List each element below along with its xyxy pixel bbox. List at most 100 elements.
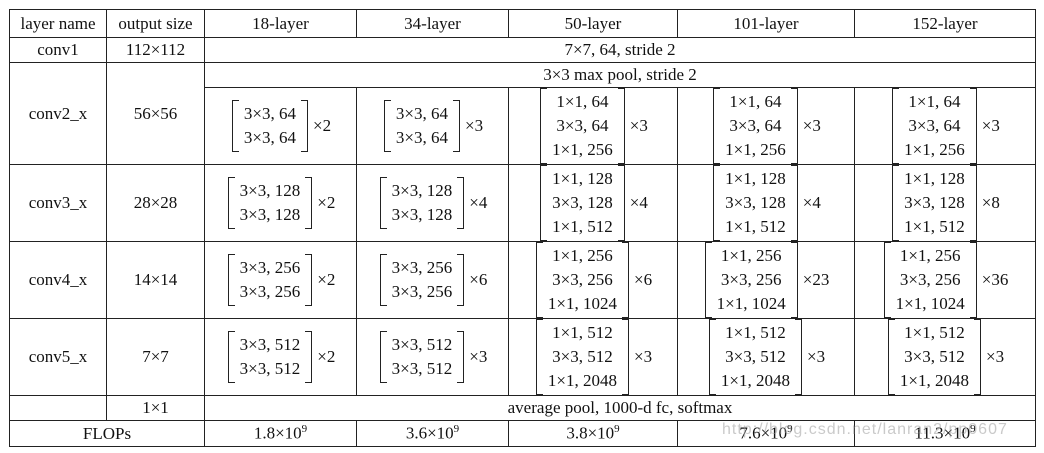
avg-name-empty bbox=[9, 395, 107, 421]
block-bracket: 1×1, 256 3×3, 256 1×1, 1024 bbox=[882, 242, 979, 318]
block-bracket: 1×1, 256 3×3, 256 1×1, 1024 bbox=[534, 242, 631, 318]
block-layer: 1×1, 128 bbox=[725, 169, 786, 188]
block-layer: 3×3, 256 bbox=[391, 258, 453, 277]
block-layer: 1×1, 512 bbox=[725, 217, 786, 236]
watermark: http://blog.csdn.net/lanran2/pp0607 bbox=[722, 421, 1008, 438]
block-bracket: 1×1, 128 3×3, 128 1×1, 512 bbox=[711, 165, 800, 241]
flops-value: 11.3×109 bbox=[854, 420, 1036, 447]
stage-row: conv3_x 28×28 3×3, 128 3×3, 128 ×2 3×3, 128 3×… bbox=[9, 164, 1036, 242]
block-multiplier: ×3 bbox=[802, 116, 821, 135]
block-layer: 1×1, 1024 bbox=[716, 294, 786, 313]
block-cell: 3×3, 128 3×3, 128 ×4 bbox=[356, 164, 509, 242]
block-multiplier: ×6 bbox=[634, 270, 653, 289]
block-group: 1×1, 64 3×3, 64 1×1, 256 ×3 bbox=[711, 88, 821, 164]
stage-row: 3×3, 64 3×3, 64 ×2 3×3, 64 3×3, 64 ×3 1×1, 64 3… bbox=[10, 87, 1036, 165]
block-cell: 1×1, 64 3×3, 64 1×1, 256 ×3 bbox=[677, 87, 855, 165]
flops-row: FLOPs 1.8×109 3.6×109 3.8×109 7.6×109 11.3×10… bbox=[9, 420, 1036, 447]
block-cell: 1×1, 256 3×3, 256 1×1, 1024 ×36 bbox=[854, 241, 1036, 319]
block-multiplier: ×3 bbox=[634, 347, 653, 366]
block-multiplier: ×3 bbox=[465, 116, 484, 135]
avg-row: 1×1 average pool, 1000-d fc, softmax bbox=[9, 395, 1036, 421]
stage-name: conv3_x bbox=[9, 164, 107, 242]
block-multiplier: ×3 bbox=[807, 347, 826, 366]
block-group: 3×3, 128 3×3, 128 ×4 bbox=[378, 177, 487, 229]
block-cell: 3×3, 256 3×3, 256 ×6 bbox=[356, 241, 509, 319]
block-group: 1×1, 128 3×3, 128 1×1, 512 ×4 bbox=[711, 165, 821, 241]
block-layer: 3×3, 512 bbox=[725, 347, 786, 366]
header-50-layer: 50-layer bbox=[508, 9, 678, 38]
block-group: 3×3, 64 3×3, 64 ×2 bbox=[230, 100, 331, 152]
block-multiplier: ×2 bbox=[317, 347, 336, 366]
block-layer: 3×3, 128 bbox=[725, 193, 786, 212]
block-group: 3×3, 512 3×3, 512 ×2 bbox=[226, 331, 336, 383]
block-layer: 1×1, 128 bbox=[904, 169, 965, 188]
max-pool-spec: 3×3 max pool, stride 2 bbox=[204, 62, 1036, 88]
conv1-spec: 7×7, 64, stride 2 bbox=[204, 37, 1036, 63]
stage-name: conv5_x bbox=[9, 318, 107, 396]
block-layer: 3×3, 512 bbox=[552, 347, 613, 366]
block-bracket: 1×1, 64 3×3, 64 1×1, 256 bbox=[890, 88, 979, 164]
flops-value: 3.8×109 bbox=[508, 420, 678, 447]
block-layer: 3×3, 256 bbox=[552, 270, 613, 289]
block-bracket: 3×3, 64 3×3, 64 bbox=[230, 100, 310, 152]
block-cell: 1×1, 128 3×3, 128 1×1, 512 ×8 bbox=[854, 164, 1036, 242]
block-layer: 1×1, 256 bbox=[725, 140, 786, 159]
header-row: layer name output size 18-layer 34-layer… bbox=[9, 9, 1036, 38]
avg-spec: average pool, 1000-d fc, softmax bbox=[204, 395, 1036, 421]
block-layer: 3×3, 512 bbox=[391, 335, 453, 354]
block-group: 3×3, 256 3×3, 256 ×6 bbox=[378, 254, 487, 306]
block-multiplier: ×23 bbox=[802, 270, 830, 289]
block-multiplier: ×3 bbox=[469, 347, 488, 366]
block-group: 1×1, 512 3×3, 512 1×1, 2048 ×3 bbox=[534, 319, 652, 395]
block-layer: 1×1, 64 bbox=[556, 92, 609, 111]
header-152-layer: 152-layer bbox=[854, 9, 1036, 38]
block-layer: 3×3, 512 bbox=[239, 359, 301, 378]
block-multiplier: ×2 bbox=[313, 116, 332, 135]
flops-base: 3.8×10 bbox=[566, 423, 615, 443]
stage-output-size: 28×28 bbox=[106, 164, 205, 242]
block-layer: 3×3, 512 bbox=[391, 359, 453, 378]
flops-exponent: 9 bbox=[614, 423, 620, 436]
block-layer: 3×3, 64 bbox=[729, 116, 782, 135]
block-bracket: 3×3, 256 3×3, 256 bbox=[226, 254, 315, 306]
stage-output-size: 14×14 bbox=[106, 241, 205, 319]
block-layer: 1×1, 1024 bbox=[895, 294, 965, 313]
block-layer: 3×3, 256 bbox=[239, 258, 301, 277]
block-bracket: 1×1, 64 3×3, 64 1×1, 256 bbox=[711, 88, 800, 164]
block-bracket: 1×1, 128 3×3, 128 1×1, 512 bbox=[538, 165, 627, 241]
block-layer: 1×1, 512 bbox=[904, 323, 965, 342]
flops-exponent: 9 bbox=[453, 423, 460, 436]
block-bracket: 1×1, 128 3×3, 128 1×1, 512 bbox=[890, 165, 979, 241]
block-layer: 3×3, 64 bbox=[556, 116, 609, 135]
block-multiplier: ×4 bbox=[629, 193, 648, 212]
block-layer: 3×3, 512 bbox=[239, 335, 301, 354]
conv1-row: conv1 112×112 7×7, 64, stride 2 bbox=[9, 37, 1036, 63]
block-layer: 1×1, 256 bbox=[552, 246, 613, 265]
stage-output-size: 7×7 bbox=[106, 318, 205, 396]
block-layer: 3×3, 128 bbox=[904, 193, 965, 212]
block-cell: 1×1, 64 3×3, 64 1×1, 256 ×3 bbox=[854, 87, 1036, 165]
block-bracket: 3×3, 512 3×3, 512 bbox=[226, 331, 315, 383]
block-cell: 1×1, 128 3×3, 128 1×1, 512 ×4 bbox=[508, 164, 678, 242]
block-group: 1×1, 512 3×3, 512 1×1, 2048 ×3 bbox=[886, 319, 1004, 395]
block-layer: 1×1, 64 bbox=[729, 92, 782, 111]
flops-value: 3.6×109 bbox=[356, 420, 509, 447]
block-group: 3×3, 512 3×3, 512 ×3 bbox=[378, 331, 488, 383]
block-multiplier: ×3 bbox=[986, 347, 1005, 366]
block-bracket: 1×1, 512 3×3, 512 1×1, 2048 bbox=[707, 319, 804, 395]
block-cell: 1×1, 64 3×3, 64 1×1, 256 ×3 bbox=[508, 87, 678, 165]
header-output-size: output size bbox=[106, 9, 205, 38]
block-layer: 3×3, 256 bbox=[239, 282, 301, 301]
block-group: 1×1, 128 3×3, 128 1×1, 512 ×8 bbox=[890, 165, 1000, 241]
flops-base: 7.6×10 bbox=[739, 423, 788, 443]
block-cell: 1×1, 256 3×3, 256 1×1, 1024 ×23 bbox=[677, 241, 855, 319]
block-bracket: 1×1, 512 3×3, 512 1×1, 2048 bbox=[886, 319, 983, 395]
block-group: 1×1, 256 3×3, 256 1×1, 1024 ×23 bbox=[703, 242, 830, 318]
block-cell: 3×3, 128 3×3, 128 ×2 bbox=[204, 164, 357, 242]
block-layer: 3×3, 256 bbox=[720, 270, 782, 289]
block-layer: 3×3, 128 bbox=[391, 181, 453, 200]
block-layer: 3×3, 256 bbox=[391, 282, 453, 301]
stage-output-size: 56×56 bbox=[106, 62, 205, 165]
block-cell: 3×3, 64 3×3, 64 ×2 bbox=[204, 87, 357, 165]
block-layer: 1×1, 256 bbox=[899, 246, 961, 265]
